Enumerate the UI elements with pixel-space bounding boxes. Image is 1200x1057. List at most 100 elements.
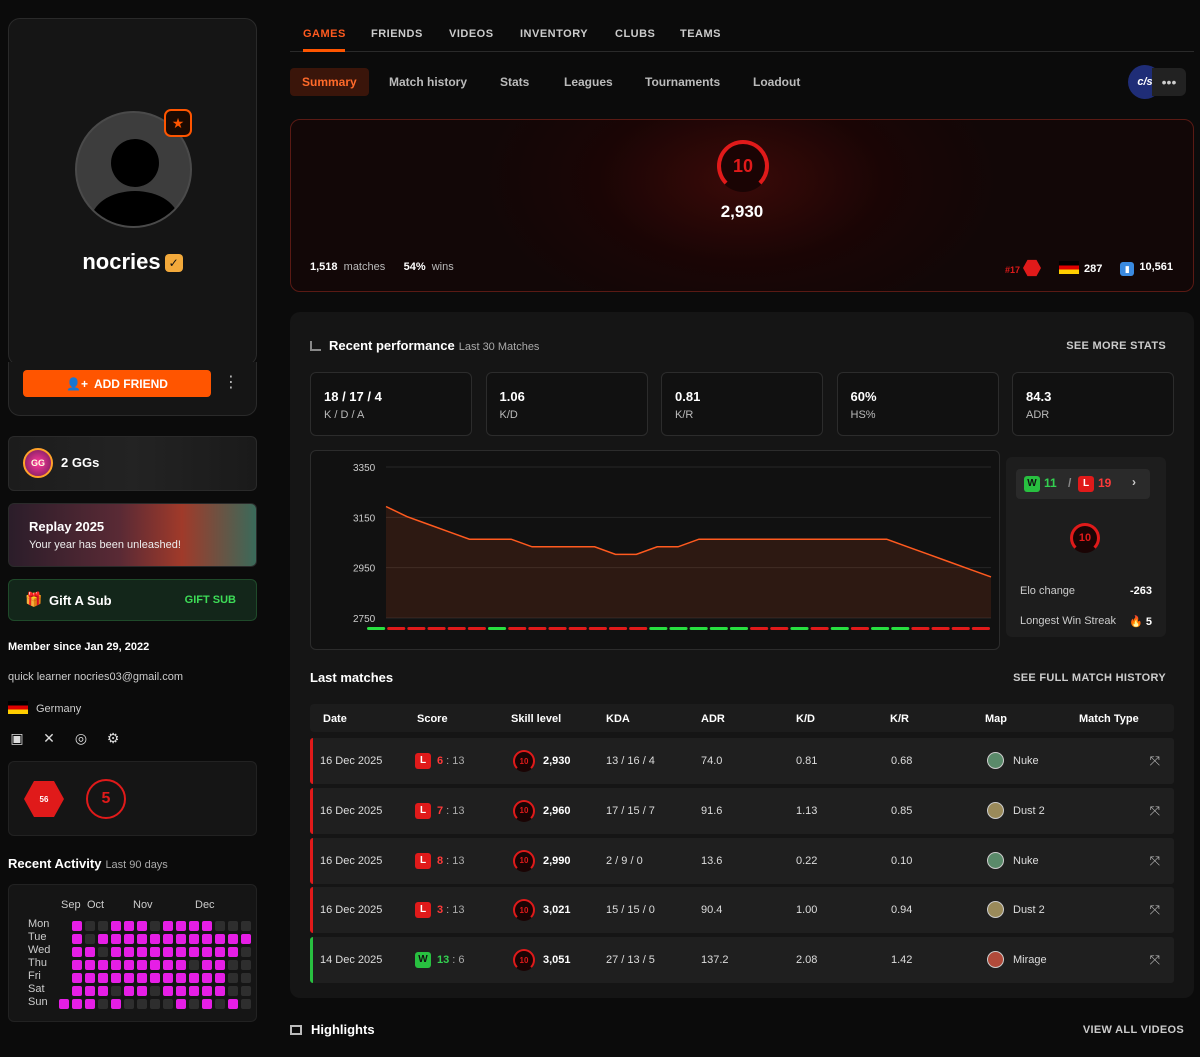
result-bar-loss[interactable]: [568, 627, 587, 630]
heatmap-cell: [215, 934, 225, 944]
result-bar-loss[interactable]: [911, 627, 930, 630]
tab-videos[interactable]: VIDEOS: [449, 28, 494, 40]
instagram-icon[interactable]: ◎: [74, 729, 88, 746]
username: nocries ✓: [9, 249, 256, 275]
win-loss-pill[interactable]: W 11 / L 19 ›: [1016, 469, 1150, 499]
table-row[interactable]: 16 Dec 2025 L 8 : 13 10 2,990 2 / 9 / 0 13.6 0.…: [310, 837, 1174, 884]
result-bar-loss[interactable]: [407, 627, 426, 630]
result-bar-win[interactable]: [830, 627, 849, 630]
result-bar-loss[interactable]: [427, 627, 446, 630]
score-own: 6: [437, 755, 444, 767]
heatmap-cell: [72, 999, 82, 1009]
result-bar-win[interactable]: [689, 627, 708, 630]
tab-friends[interactable]: FRIENDS: [371, 28, 423, 40]
match-kr: 0.68: [891, 755, 913, 767]
result-bar-loss[interactable]: [548, 627, 567, 630]
heatmap-cell: [215, 947, 225, 957]
tab-clubs[interactable]: CLUBS: [615, 28, 656, 40]
heatmap-cell: [111, 947, 121, 957]
subtab-summary[interactable]: Summary: [290, 68, 369, 96]
result-bar-loss[interactable]: [508, 627, 527, 630]
result-bar-win[interactable]: [367, 627, 386, 630]
heatmap-cell: [215, 999, 225, 1009]
result-bar-loss[interactable]: [447, 627, 466, 630]
more-vert-icon[interactable]: ⋮: [223, 374, 239, 391]
tab-games[interactable]: GAMES: [303, 28, 346, 40]
world-rank[interactable]: ▮ 10,561: [1120, 261, 1173, 276]
match-date: 16 Dec 2025: [320, 804, 383, 817]
result-bar-loss[interactable]: [387, 627, 406, 630]
result-bar-win[interactable]: [709, 627, 728, 630]
result-bar-loss[interactable]: [467, 627, 486, 630]
result-bar-loss[interactable]: [810, 627, 829, 630]
result-bar-loss[interactable]: [608, 627, 628, 630]
expand-icon[interactable]: ⤧: [1149, 952, 1160, 968]
performance-card: Recent performance Last 30 Matches SEE MO…: [290, 312, 1194, 998]
elo-change-row: Elo change -263: [1020, 585, 1152, 597]
replay-card[interactable]: Replay 2025 Your year has been unleashed…: [8, 503, 257, 567]
gg-card[interactable]: GG 2 GGs: [8, 436, 257, 491]
result-bar-loss[interactable]: [588, 627, 607, 630]
expand-icon[interactable]: ⤧: [1149, 753, 1160, 768]
see-more-stats-link[interactable]: SEE MORE STATS: [1066, 340, 1166, 352]
country-rank[interactable]: 287: [1058, 261, 1102, 275]
result-bar-loss[interactable]: [971, 627, 990, 630]
table-row[interactable]: 16 Dec 2025 L 7 : 13 10 2,960 17 / 15 / 7 91.6…: [310, 787, 1174, 834]
result-bar-loss[interactable]: [850, 627, 870, 630]
result-bar-loss[interactable]: [528, 627, 547, 630]
result-bar-win[interactable]: [871, 627, 890, 630]
heatmap-cell: [228, 973, 238, 983]
result-bar-win[interactable]: [790, 627, 809, 630]
tab-teams[interactable]: TEAMS: [680, 28, 721, 40]
see-full-history-link[interactable]: SEE FULL MATCH HISTORY: [1013, 672, 1166, 684]
expand-icon[interactable]: ⤧: [1149, 802, 1160, 818]
result-bar-loss[interactable]: [770, 627, 789, 630]
result-bar-loss[interactable]: [629, 627, 648, 630]
elo-line: [385, 505, 992, 578]
result-bar-win[interactable]: [649, 627, 668, 630]
badges-card: 56 5: [8, 761, 257, 836]
result-bar-loss[interactable]: [931, 627, 950, 630]
heatmap-cell: [85, 947, 95, 957]
result-bar-loss[interactable]: [750, 627, 769, 630]
replay-subtitle: Your year has been unleashed!: [29, 539, 181, 551]
subtab-loadout[interactable]: Loadout: [753, 75, 801, 89]
expand-icon[interactable]: ⤧: [1149, 852, 1160, 868]
heatmap-cell: [228, 947, 238, 957]
map-icon: [987, 951, 1004, 969]
result-bar-win[interactable]: [891, 627, 910, 630]
result-bar-win[interactable]: [729, 627, 749, 630]
heatmap-cell: [72, 921, 82, 931]
steam-icon[interactable]: ⚙: [106, 729, 120, 746]
score-own: 8: [437, 854, 444, 867]
twitch-icon[interactable]: ▣: [10, 729, 24, 746]
result-bar-loss[interactable]: [951, 627, 970, 630]
column-header: KDA: [606, 713, 630, 725]
star-badge-icon[interactable]: ★: [164, 109, 192, 137]
subtab-match-history[interactable]: Match history: [389, 75, 468, 89]
expand-icon[interactable]: ⤧: [1149, 902, 1160, 918]
tab-inventory[interactable]: INVENTORY: [520, 28, 589, 40]
subtab-leagues[interactable]: Leagues: [564, 75, 613, 89]
performance-subtitle: Last 30 Matches: [458, 341, 540, 353]
subtab-tournaments[interactable]: Tournaments: [645, 75, 721, 89]
result-bar-win[interactable]: [487, 627, 507, 630]
subtab-stats[interactable]: Stats: [500, 75, 530, 89]
map-name: Dust 2: [1013, 804, 1045, 817]
table-row[interactable]: 14 Dec 2025 W 13 : 6 10 3,051 27 / 13 / 5 137.…: [310, 937, 1174, 984]
active-tab-underline: [303, 49, 345, 52]
hex-badge-icon[interactable]: 56: [24, 781, 64, 817]
wreath-badge-icon[interactable]: 5: [86, 779, 126, 819]
table-row[interactable]: 16 Dec 2025 L 3 : 13 10 3,021 15 / 15 / 0 90.4…: [310, 887, 1174, 934]
add-friend-button[interactable]: 👤+ ADD FRIEND: [23, 370, 211, 397]
table-row[interactable]: 16 Dec 2025 L 6 : 13 10 2,930 13 / 16 / 4 74.0…: [310, 738, 1174, 784]
region-rank[interactable]: #17: [1005, 259, 1041, 277]
view-all-videos-link[interactable]: VIEW ALL VIDEOS: [1082, 1024, 1184, 1036]
losses-count: 19: [1098, 476, 1112, 490]
x-icon[interactable]: ✕: [43, 729, 55, 746]
gift-sub-button[interactable]: GIFT SUB: [184, 594, 236, 606]
gg-icon: GG: [23, 448, 53, 478]
performance-title-text: Recent performance: [329, 338, 455, 353]
more-horizontal-icon[interactable]: •••: [1152, 68, 1186, 96]
result-bar-win[interactable]: [669, 627, 688, 630]
